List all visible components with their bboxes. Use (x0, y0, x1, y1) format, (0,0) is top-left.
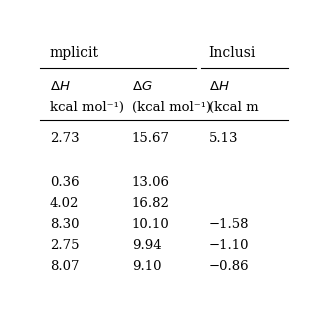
Text: (kcal m: (kcal m (209, 101, 258, 114)
Text: −1.58: −1.58 (209, 218, 249, 231)
Text: 5.13: 5.13 (209, 132, 238, 145)
Text: Inclusi: Inclusi (209, 46, 256, 60)
Text: 10.10: 10.10 (132, 218, 170, 231)
Text: 2.75: 2.75 (50, 239, 79, 252)
Text: kcal mol⁻¹): kcal mol⁻¹) (50, 101, 124, 114)
Text: mplicit: mplicit (50, 46, 99, 60)
Text: $\Delta H$: $\Delta H$ (50, 80, 71, 93)
Text: 16.82: 16.82 (132, 197, 170, 210)
Text: 9.94: 9.94 (132, 239, 161, 252)
Text: −1.10: −1.10 (209, 239, 249, 252)
Text: 0.36: 0.36 (50, 176, 80, 189)
Text: (kcal mol⁻¹): (kcal mol⁻¹) (132, 101, 211, 114)
Text: 13.06: 13.06 (132, 176, 170, 189)
Text: 9.10: 9.10 (132, 260, 161, 273)
Text: $\Delta G$: $\Delta G$ (132, 80, 152, 93)
Text: $\Delta H$: $\Delta H$ (209, 80, 229, 93)
Text: 8.30: 8.30 (50, 218, 79, 231)
Text: 8.07: 8.07 (50, 260, 79, 273)
Text: −0.86: −0.86 (209, 260, 249, 273)
Text: 2.73: 2.73 (50, 132, 80, 145)
Text: 15.67: 15.67 (132, 132, 170, 145)
Text: 4.02: 4.02 (50, 197, 79, 210)
